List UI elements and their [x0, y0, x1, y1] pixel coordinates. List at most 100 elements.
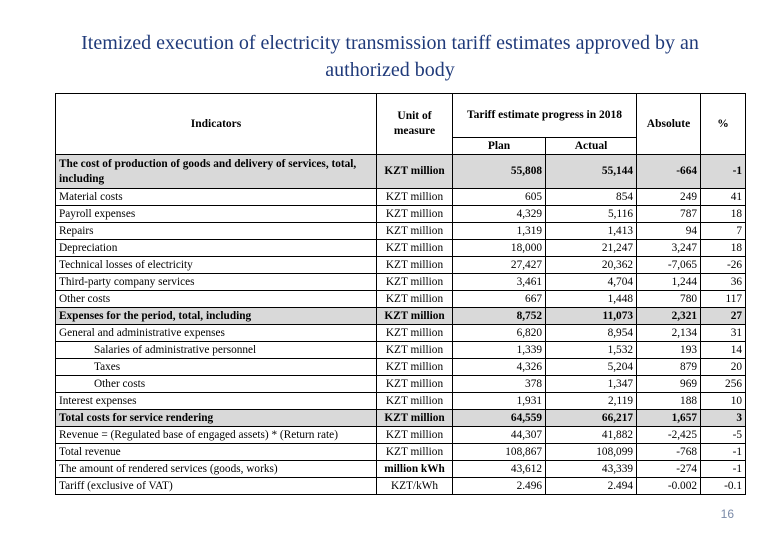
indicator-cell: Other costs: [55, 375, 377, 393]
unit-cell: KZT million: [376, 409, 453, 427]
plan-cell: 3,461: [452, 273, 546, 291]
plan-cell: 8,752: [452, 307, 546, 325]
plan-cell: 64,559: [452, 409, 546, 427]
actual-cell: 11,073: [545, 307, 637, 325]
actual-cell: 1,448: [545, 290, 637, 308]
indicator-cell: General and administrative expenses: [55, 324, 377, 342]
table-row: Total revenue KZT million 108,867 108,099 -7…: [55, 443, 746, 461]
plan-cell: 1,319: [452, 222, 546, 240]
indicator-cell: Taxes: [55, 358, 377, 376]
percent-cell: -1: [700, 460, 746, 478]
plan-cell: 55,808: [452, 154, 546, 189]
actual-cell: 5,204: [545, 358, 637, 376]
percent-cell: -26: [700, 256, 746, 274]
table-row: Expenses for the period, total, includin…: [55, 307, 746, 325]
percent-cell: 18: [700, 239, 746, 257]
indicator-cell: Total revenue: [55, 443, 377, 461]
header-progress: Tariff estimate progress in 2018: [452, 93, 637, 138]
table-row: Other costs KZT million 378 1,347 969 256: [55, 375, 746, 393]
indicator-cell: Other costs: [55, 290, 377, 308]
absolute-cell: -7,065: [636, 256, 701, 274]
table-row: Third-party company services KZT million 3…: [55, 273, 746, 291]
percent-cell: -1: [700, 154, 746, 189]
actual-cell: 66,217: [545, 409, 637, 427]
percent-cell: 7: [700, 222, 746, 240]
unit-cell: KZT million: [376, 358, 453, 376]
indicator-cell: Repairs: [55, 222, 377, 240]
header-percent: %: [700, 93, 746, 155]
actual-cell: 108,099: [545, 443, 637, 461]
plan-cell: 2.496: [452, 477, 546, 495]
absolute-cell: 879: [636, 358, 701, 376]
percent-cell: -5: [700, 426, 746, 444]
actual-cell: 4,704: [545, 273, 637, 291]
absolute-cell: 193: [636, 341, 701, 359]
indicator-cell: Technical losses of electricity: [55, 256, 377, 274]
percent-cell: 14: [700, 341, 746, 359]
unit-cell: KZT million: [376, 188, 453, 206]
percent-cell: 10: [700, 392, 746, 410]
actual-cell: 8,954: [545, 324, 637, 342]
percent-cell: 18: [700, 205, 746, 223]
plan-cell: 4,326: [452, 358, 546, 376]
actual-cell: 1,532: [545, 341, 637, 359]
table-row: Repairs KZT million 1,319 1,413 94 7: [55, 222, 746, 240]
table-row: General and administrative expenses KZT m…: [55, 324, 746, 342]
absolute-cell: 2,321: [636, 307, 701, 325]
percent-cell: 27: [700, 307, 746, 325]
actual-cell: 20,362: [545, 256, 637, 274]
absolute-cell: -664: [636, 154, 701, 189]
actual-cell: 2,119: [545, 392, 637, 410]
percent-cell: 117: [700, 290, 746, 308]
absolute-cell: 780: [636, 290, 701, 308]
percent-cell: -0.1: [700, 477, 746, 495]
absolute-cell: 94: [636, 222, 701, 240]
actual-cell: 2.494: [545, 477, 637, 495]
header-absolute: Absolute: [636, 93, 701, 155]
actual-cell: 854: [545, 188, 637, 206]
indicator-cell: Expenses for the period, total, includin…: [55, 307, 377, 325]
unit-cell: KZT million: [376, 307, 453, 325]
plan-cell: 6,820: [452, 324, 546, 342]
plan-cell: 605: [452, 188, 546, 206]
actual-cell: 1,413: [545, 222, 637, 240]
absolute-cell: -274: [636, 460, 701, 478]
unit-cell: KZT million: [376, 443, 453, 461]
actual-cell: 5,116: [545, 205, 637, 223]
indicator-cell: Interest expenses: [55, 392, 377, 410]
actual-cell: 55,144: [545, 154, 637, 189]
absolute-cell: -2,425: [636, 426, 701, 444]
plan-cell: 378: [452, 375, 546, 393]
unit-cell: KZT million: [376, 426, 453, 444]
table-row: Salaries of administrative personnel KZT …: [55, 341, 746, 359]
unit-cell: KZT million: [376, 273, 453, 291]
absolute-cell: 249: [636, 188, 701, 206]
plan-cell: 667: [452, 290, 546, 308]
plan-cell: 4,329: [452, 205, 546, 223]
indicator-cell: The amount of rendered services (goods, …: [55, 460, 377, 478]
table-row: Other costs KZT million 667 1,448 780 117: [55, 290, 746, 308]
plan-cell: 108,867: [452, 443, 546, 461]
absolute-cell: 787: [636, 205, 701, 223]
indicator-cell: Salaries of administrative personnel: [55, 341, 377, 359]
table-row: Depreciation KZT million 18,000 21,247 3,247…: [55, 239, 746, 257]
plan-cell: 1,339: [452, 341, 546, 359]
plan-cell: 27,427: [452, 256, 546, 274]
percent-cell: 31: [700, 324, 746, 342]
percent-cell: -1: [700, 443, 746, 461]
tariff-estimates-table: Indicators Unit of measure Tariff estima…: [55, 93, 746, 495]
absolute-cell: 2,134: [636, 324, 701, 342]
percent-cell: 20: [700, 358, 746, 376]
indicator-cell: Total costs for service rendering: [55, 409, 377, 427]
indicator-cell: The cost of production of goods and deli…: [55, 154, 377, 189]
percent-cell: 41: [700, 188, 746, 206]
table-row: The amount of rendered services (goods, …: [55, 460, 746, 478]
unit-cell: KZT million: [376, 392, 453, 410]
unit-cell: KZT million: [376, 239, 453, 257]
header-unit: Unit of measure: [376, 93, 453, 155]
table-row: Total costs for service rendering KZT mil…: [55, 409, 746, 427]
actual-cell: 43,339: [545, 460, 637, 478]
table-row: Technical losses of electricity KZT milli…: [55, 256, 746, 274]
unit-cell: KZT million: [376, 154, 453, 189]
table-row: Payroll expenses KZT million 4,329 5,116 787…: [55, 205, 746, 223]
